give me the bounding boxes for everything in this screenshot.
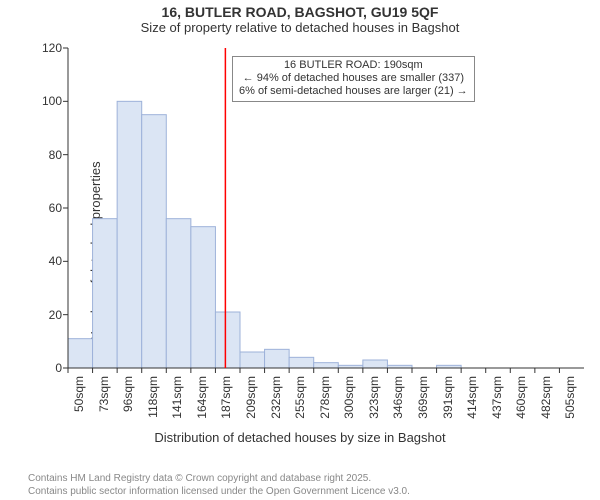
x-tick-label: 96sqm <box>121 376 135 420</box>
x-tick-label: 482sqm <box>539 376 553 420</box>
x-tick-label: 232sqm <box>269 376 283 420</box>
annotation-line: 16 BUTLER ROAD: 190sqm <box>239 59 468 72</box>
x-tick-label: 187sqm <box>219 376 233 420</box>
x-tick-label: 391sqm <box>441 376 455 420</box>
x-tick-label: 209sqm <box>244 376 258 420</box>
x-tick-label: 460sqm <box>514 376 528 420</box>
chart-title-sub: Size of property relative to detached ho… <box>0 20 600 35</box>
chart-title-main: 16, BUTLER ROAD, BAGSHOT, GU19 5QF <box>0 4 600 20</box>
x-tick-label: 141sqm <box>170 376 184 420</box>
x-tick-label: 164sqm <box>195 376 209 420</box>
x-tick-label: 73sqm <box>97 376 111 420</box>
annotation-line: 6% of semi-detached houses are larger (2… <box>239 85 468 98</box>
footer-attribution: Contains HM Land Registry data © Crown c… <box>28 473 410 498</box>
annotation-line: ← 94% of detached houses are smaller (33… <box>239 72 468 85</box>
x-tick-label: 118sqm <box>146 376 160 420</box>
x-tick-label: 323sqm <box>367 376 381 420</box>
chart-area: Number of detached properties 0204060801… <box>0 42 600 460</box>
x-axis-label: Distribution of detached houses by size … <box>0 430 600 445</box>
footer-line: Contains public sector information licen… <box>28 486 410 499</box>
x-tick-labels: 50sqm 73sqm 96sqm 118sqm 141sqm 164sqm 187sqm 2… <box>0 42 600 442</box>
x-tick-label: 414sqm <box>465 376 479 420</box>
x-tick-label: 278sqm <box>318 376 332 420</box>
x-tick-label: 300sqm <box>342 376 356 420</box>
x-tick-label: 437sqm <box>490 376 504 420</box>
chart-title-block: 16, BUTLER ROAD, BAGSHOT, GU19 5QF Size … <box>0 0 600 35</box>
footer-line: Contains HM Land Registry data © Crown c… <box>28 473 410 486</box>
x-tick-label: 50sqm <box>72 376 86 420</box>
x-tick-label: 505sqm <box>563 376 577 420</box>
annotation-box: 16 BUTLER ROAD: 190sqm ← 94% of detached… <box>232 56 475 102</box>
x-tick-label: 255sqm <box>293 376 307 420</box>
x-tick-label: 346sqm <box>391 376 405 420</box>
x-tick-label: 369sqm <box>416 376 430 420</box>
